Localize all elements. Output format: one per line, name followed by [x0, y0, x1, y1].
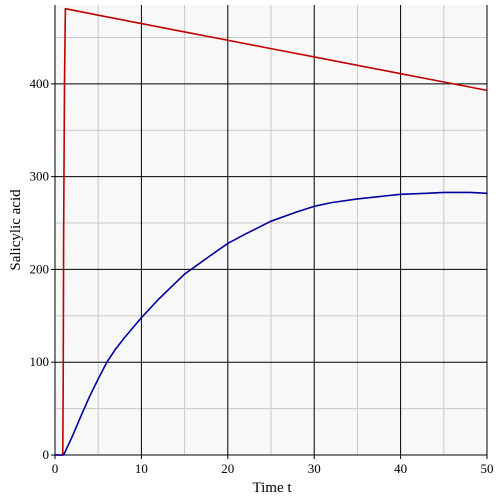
y-axis-label: Salicylic acid — [8, 189, 24, 271]
y-tick-label: 100 — [30, 354, 50, 369]
plot-area — [54, 5, 488, 456]
x-axis-ticks: 0 10 20 30 40 50 — [52, 455, 494, 476]
y-tick-label: 200 — [30, 261, 50, 276]
x-tick-label: 50 — [481, 461, 494, 476]
y-tick-label: 0 — [43, 447, 50, 462]
x-tick-label: 40 — [394, 461, 407, 476]
y-tick-label: 300 — [30, 169, 50, 184]
x-tick-label: 30 — [308, 461, 321, 476]
y-axis-ticks: 0 100 200 300 400 — [30, 76, 55, 462]
x-tick-label: 20 — [221, 461, 234, 476]
series-line-2 — [54, 191, 488, 456]
x-tick-label: 10 — [135, 461, 148, 476]
x-tick-label: 0 — [52, 461, 59, 476]
series-line-1 — [54, 7, 488, 456]
x-axis-label: Time t — [252, 480, 292, 496]
y-tick-label: 400 — [30, 76, 50, 91]
